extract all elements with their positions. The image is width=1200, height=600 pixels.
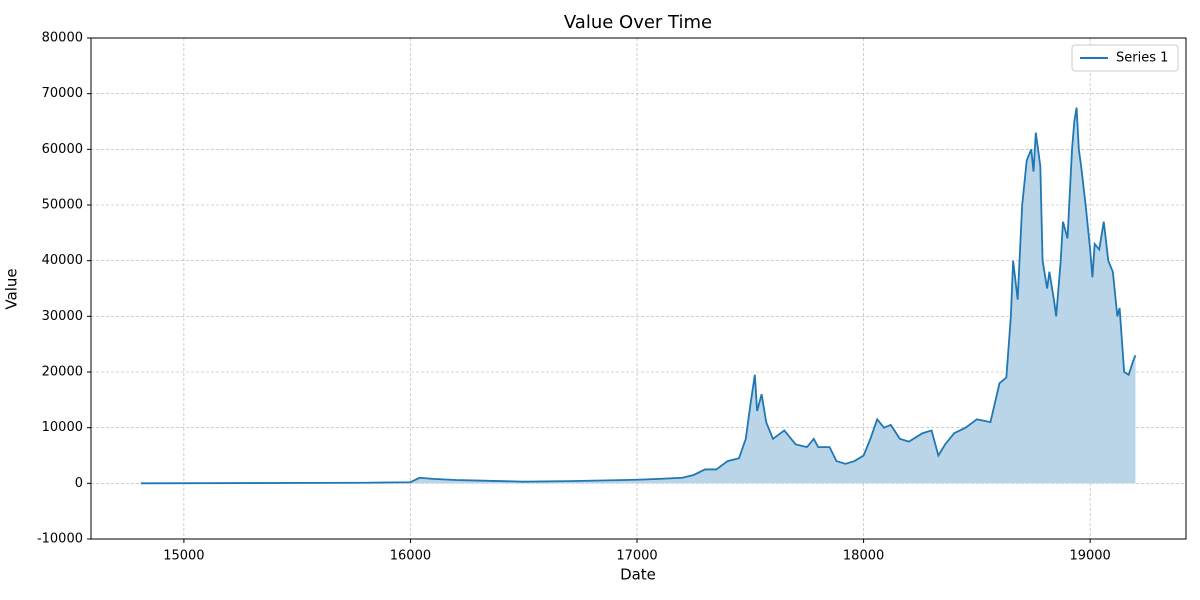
x-tick-label: 15000: [163, 549, 204, 564]
y-tick-label: 20000: [42, 365, 83, 380]
y-tick-label: 80000: [42, 31, 83, 46]
y-axis-label: Value: [3, 268, 21, 309]
y-tick-label: 10000: [42, 420, 83, 435]
x-tick-label: 17000: [616, 549, 657, 564]
legend-label: Series 1: [1116, 51, 1168, 66]
x-tick-label: 19000: [1069, 549, 1110, 564]
plot-frame: [90, 37, 1187, 540]
y-tick-label: 30000: [42, 309, 83, 324]
y-tick-label: 0: [75, 476, 83, 491]
y-tick-label: 50000: [42, 198, 83, 213]
y-tick-label: 70000: [42, 86, 83, 101]
x-axis-label: Date: [620, 566, 656, 584]
y-tick-label: 40000: [42, 253, 83, 268]
x-tick-label: 18000: [843, 549, 884, 564]
y-tick-label: 60000: [42, 142, 83, 157]
chart-title: Value Over Time: [564, 12, 712, 33]
x-tick-label: 16000: [390, 549, 431, 564]
legend-box: [1071, 44, 1179, 72]
y-tick-label: -10000: [37, 532, 83, 547]
line: [140, 107, 1137, 485]
area: [140, 107, 1136, 484]
